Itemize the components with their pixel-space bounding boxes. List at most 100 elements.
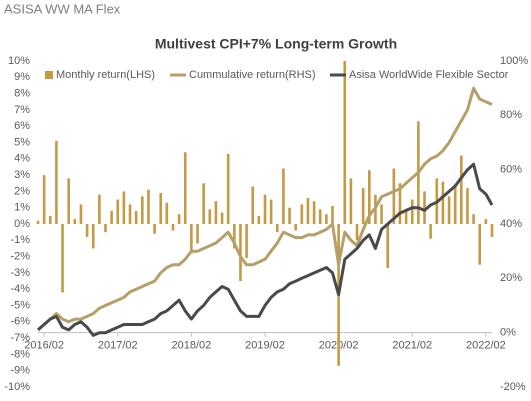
bar (460, 155, 463, 224)
x-tick-label: 2022/02 (466, 340, 506, 352)
bar (196, 224, 199, 244)
bar (48, 215, 52, 224)
y2-tick-label: 100% (500, 55, 528, 67)
bar (61, 224, 64, 293)
bar (478, 224, 482, 265)
y-tick-label: -10% (4, 381, 30, 393)
bar (165, 202, 169, 224)
bar (386, 224, 390, 269)
y-tick-label: 2% (14, 185, 30, 197)
bar (128, 204, 132, 224)
y-tick-label: 1% (14, 202, 30, 214)
y-tick-label: 4% (14, 153, 30, 165)
bar (208, 209, 212, 224)
y-tick-label: 6% (14, 120, 30, 132)
y-tick-label: -2% (10, 251, 30, 263)
line (37, 162, 494, 337)
line (37, 86, 493, 332)
bar (472, 214, 475, 224)
bar (318, 209, 322, 224)
y-tick-label: 9% (14, 71, 30, 83)
y2-tick-label: 80% (500, 109, 522, 121)
y2-tick-label: 0% (500, 327, 516, 339)
y2-tick-label: 40% (500, 218, 522, 230)
bar (55, 140, 58, 224)
y-tick-label: 8% (14, 88, 30, 100)
bar (466, 188, 469, 224)
y-tick-label: 3% (14, 169, 30, 181)
y-tick-label: -6% (10, 316, 30, 328)
bar (447, 196, 451, 224)
y-tick-label: -7% (10, 332, 30, 344)
bar (190, 224, 193, 254)
bar (355, 224, 359, 241)
y2-tick-label: -20% (500, 381, 526, 393)
bar (263, 194, 267, 224)
bar (282, 168, 285, 224)
bar (239, 224, 242, 282)
x-tick-label: 2021/02 (392, 340, 432, 352)
bar (331, 206, 334, 224)
x-tick-label: 2016/02 (24, 340, 64, 352)
bar (98, 194, 101, 224)
bar (122, 191, 126, 224)
bar (423, 191, 426, 224)
bar (36, 220, 40, 224)
bar (67, 178, 70, 224)
y-tick-label: -4% (10, 283, 30, 295)
x-tick-label: 2018/02 (171, 340, 211, 352)
bar (441, 181, 445, 224)
bar (73, 219, 77, 224)
bar (116, 199, 120, 224)
bar (349, 178, 353, 224)
bar (288, 207, 291, 224)
bar (183, 152, 187, 224)
y-tick-label: -5% (10, 299, 30, 311)
bar (275, 224, 279, 233)
bar (325, 214, 328, 224)
bar (159, 193, 163, 224)
bar (294, 224, 297, 231)
y-tick-label: -3% (10, 267, 30, 279)
x-tick-label: 2019/02 (245, 340, 285, 352)
bar (257, 215, 261, 224)
bar (245, 224, 248, 259)
bar (226, 153, 230, 224)
bar (104, 224, 107, 233)
y-tick-label: -1% (10, 234, 30, 246)
y-tick-label: 0% (14, 218, 30, 230)
bar (367, 170, 371, 224)
bar (91, 224, 95, 249)
bar (429, 224, 432, 239)
bar (380, 204, 383, 224)
bar (490, 224, 494, 238)
bar (171, 224, 175, 231)
legend-label: Asisa WorldWide Flexible Sector (349, 69, 509, 81)
bar (453, 184, 457, 224)
bar (343, 61, 347, 224)
y2-tick-label: 20% (500, 272, 522, 284)
x-tick-label: 2017/02 (98, 340, 138, 352)
legend-label: Cummulative return(RHS) (189, 69, 316, 81)
y-tick-label: 5% (14, 136, 30, 148)
bar (153, 224, 156, 234)
y-tick-label: 7% (14, 104, 30, 116)
bar (306, 197, 310, 224)
header: ASISA WW MA Flex (4, 1, 121, 16)
bar (484, 219, 488, 224)
bar (85, 224, 89, 238)
bar (392, 168, 396, 224)
bar (79, 204, 83, 224)
bar (42, 175, 46, 224)
bar (269, 199, 273, 224)
bar (398, 183, 402, 224)
y-tick-label: -9% (10, 365, 30, 377)
bar (410, 199, 414, 224)
bar (404, 209, 408, 224)
bar (233, 224, 236, 249)
bar (251, 186, 255, 224)
bar (134, 210, 138, 224)
bar (110, 210, 113, 224)
y-tick-label: 10% (8, 55, 30, 67)
